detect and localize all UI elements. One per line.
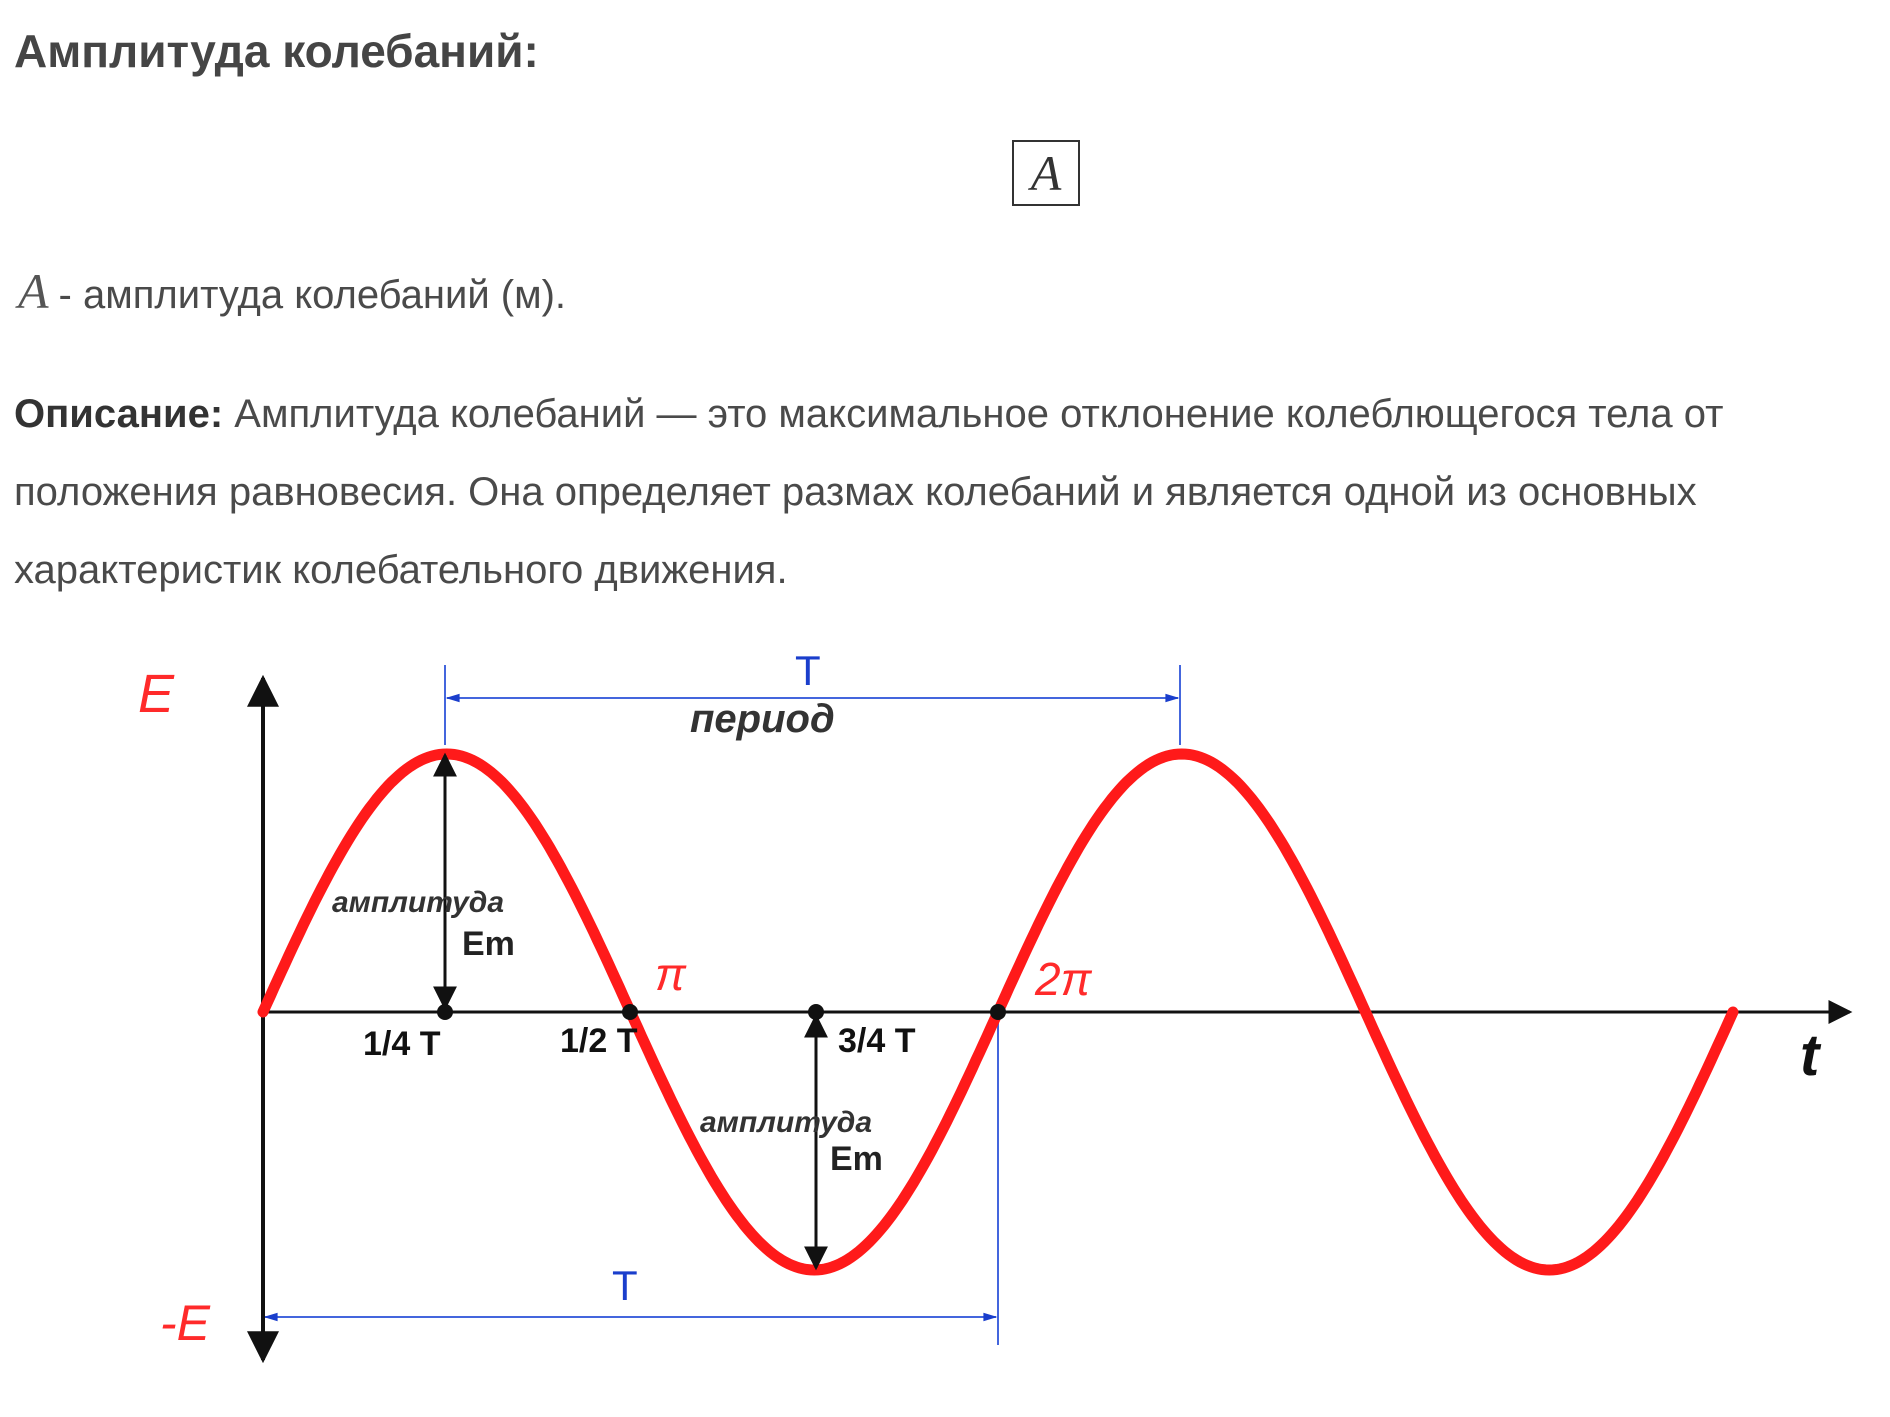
tick-label-three-quarter: 3/4 T	[838, 1022, 916, 1060]
y-axis-label: E	[138, 664, 175, 724]
definition-symbol: A	[18, 263, 49, 319]
pi-label: π	[655, 948, 687, 1000]
point-three-quarter-period	[808, 1004, 824, 1020]
amplitude-symbol-negative: Em	[830, 1140, 883, 1178]
tick-label-half: 1/2 T	[560, 1022, 638, 1060]
description-label: Описание:	[14, 392, 224, 436]
variable-definition: A- амплитуда колебаний (м).	[18, 262, 566, 320]
x-axis-label: t	[1800, 1023, 1822, 1088]
period-symbol-top: T	[795, 647, 821, 694]
formula-symbol: A	[1030, 145, 1062, 201]
y-axis-negative-label: -E	[160, 1295, 211, 1351]
point-full-period	[990, 1004, 1006, 1020]
amplitude-symbol-positive: Em	[462, 925, 515, 963]
formula-box: A	[1012, 140, 1080, 206]
page-title: Амплитуда колебаний:	[14, 25, 539, 77]
tick-label-quarter: 1/4 T	[363, 1025, 441, 1063]
period-symbol-bottom: T	[612, 1262, 638, 1309]
amplitude-word-positive: амплитуда	[332, 886, 504, 919]
two-pi-label: 2π	[1034, 953, 1093, 1005]
description-paragraph: Описание: Амплитуда колебаний — это макс…	[14, 375, 1884, 609]
amplitude-word-negative: амплитуда	[700, 1106, 872, 1139]
description-text: Амплитуда колебаний — это максимальное о…	[14, 392, 1724, 592]
period-word: период	[690, 697, 835, 741]
definition-text: - амплитуда колебаний (м).	[58, 273, 567, 317]
point-quarter-period	[437, 1004, 453, 1020]
point-half-period	[622, 1004, 638, 1020]
sine-wave-diagram: E -E t T период T амплитуда Em амплитуда…	[138, 647, 1853, 1364]
key-points	[437, 1004, 1006, 1020]
